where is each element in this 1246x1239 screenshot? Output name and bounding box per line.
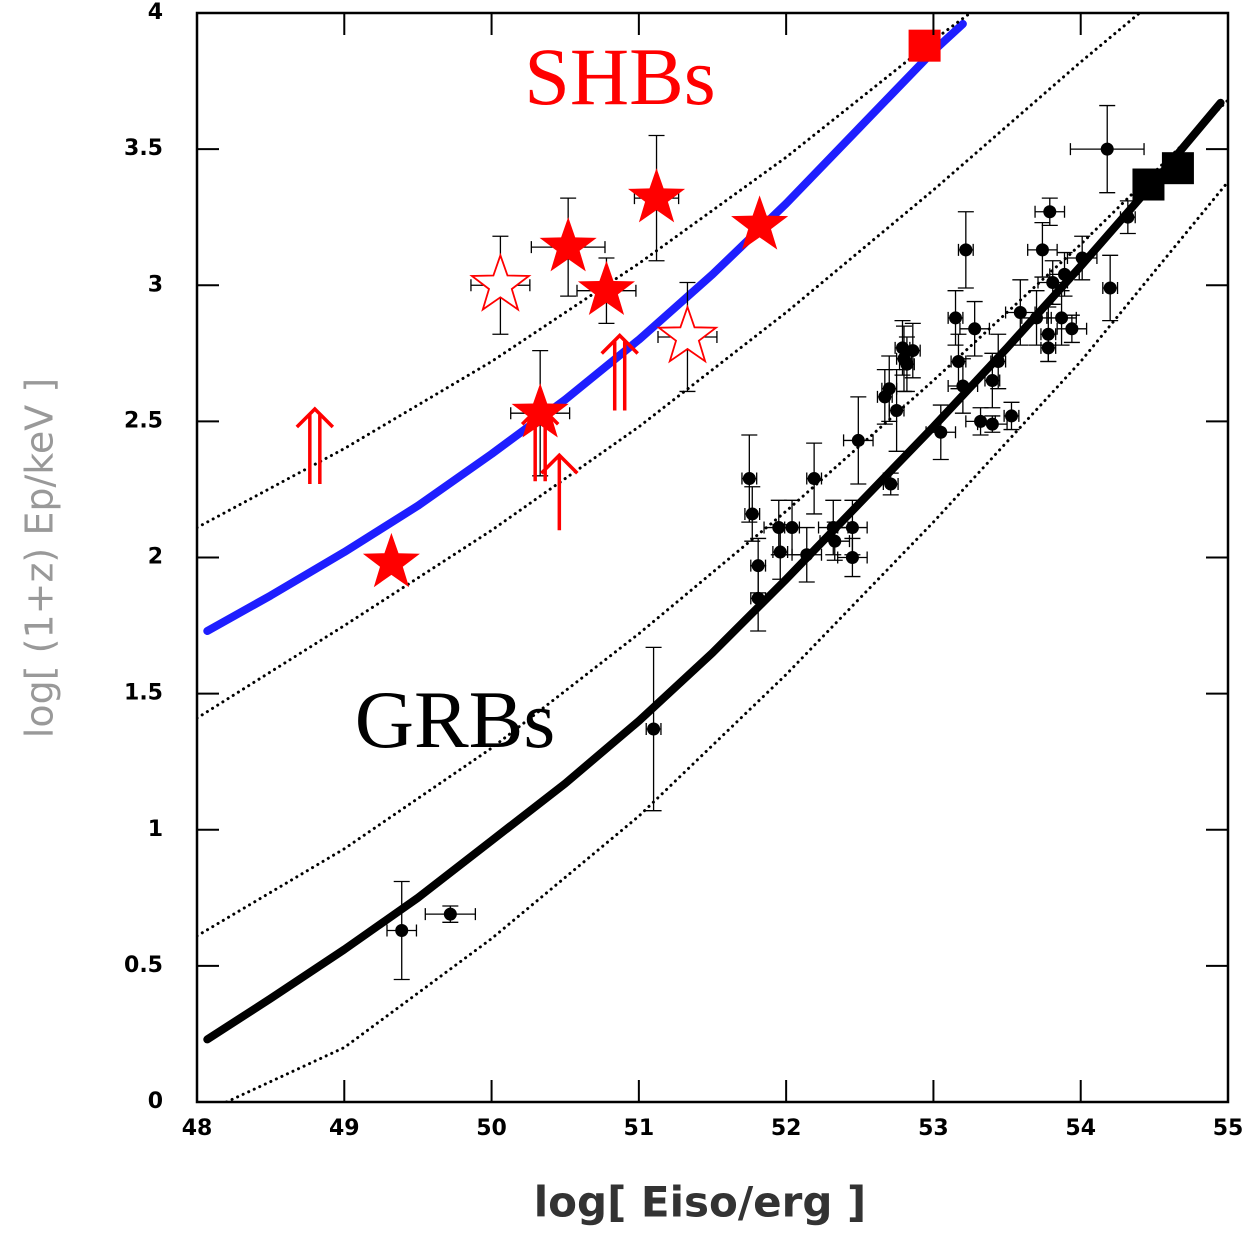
x-tick-label: 50: [476, 1116, 507, 1141]
star-point: [511, 383, 569, 438]
star-point: [539, 217, 597, 272]
grb-point: [785, 521, 799, 535]
y-tick-label: 2.5: [124, 408, 163, 433]
x-tick-label: 49: [329, 1116, 360, 1141]
grb-point: [985, 417, 999, 431]
grb-point: [1004, 409, 1018, 423]
grb-point: [742, 472, 756, 486]
grb-point: [1075, 251, 1089, 265]
x-axis-title: log[ Eiso/erg ]: [534, 1178, 867, 1227]
y-tick-label: 4: [148, 0, 163, 25]
grb-point: [949, 311, 963, 325]
dotted-curve: [197, 98, 1228, 938]
grb-point: [1041, 341, 1055, 355]
grb-point: [882, 382, 896, 396]
x-tick-label: 54: [1065, 1116, 1096, 1141]
grb-point: [968, 322, 982, 336]
grb-point: [395, 923, 409, 937]
grb-point: [900, 357, 914, 371]
grb-point: [772, 521, 786, 535]
annotation: SHBs: [524, 31, 715, 122]
y-tick-label: 1.5: [124, 681, 163, 706]
plot-frame: [195, 11, 1230, 1104]
y-tick-label: 0.5: [124, 953, 163, 978]
x-tick-label: 51: [624, 1116, 655, 1141]
star-point: [628, 168, 686, 223]
grb-point: [1035, 243, 1049, 257]
grb-point: [851, 433, 865, 447]
grb-point: [884, 477, 898, 491]
grb-point: [647, 722, 661, 736]
x-tick-label: 55: [1213, 1116, 1244, 1141]
annotation: GRBs: [355, 674, 556, 765]
grb-point: [1100, 142, 1114, 156]
grb-point: [934, 425, 948, 439]
grb-point: [1046, 276, 1060, 290]
y-tick-label: 3.5: [124, 136, 163, 161]
open-star-point: [656, 304, 719, 364]
grb-point: [1103, 281, 1117, 295]
grb-point: [906, 344, 920, 358]
grb-point: [991, 354, 1005, 368]
grb-point: [1121, 210, 1135, 224]
x-tick-label: 53: [918, 1116, 949, 1141]
lower-limit-arrow: [540, 452, 579, 531]
open-star-point: [469, 252, 532, 312]
grb-point: [959, 243, 973, 257]
y-tick-label: 2: [148, 545, 163, 570]
star-point: [731, 195, 789, 250]
grb-point: [1013, 305, 1027, 319]
grb-point: [807, 472, 821, 486]
grb-point: [845, 521, 859, 535]
grb-point: [890, 403, 904, 417]
grb-point: [1055, 311, 1069, 325]
grb-point: [1043, 205, 1057, 219]
x-tick-label: 48: [182, 1116, 213, 1141]
grb-point: [974, 414, 988, 428]
square-point: [1132, 168, 1165, 201]
grb-point: [751, 591, 765, 605]
grb-point: [443, 907, 457, 921]
y-axis-title: log[ (1+z) Ep/keV ]: [18, 378, 62, 738]
grb-point: [826, 521, 840, 535]
square-point: [1161, 152, 1194, 185]
y-tick-label: 3: [148, 272, 163, 297]
grb-point: [773, 545, 787, 559]
square-point: [908, 29, 941, 62]
grb-point: [745, 507, 759, 521]
curve: [203, 19, 967, 635]
grb-point: [1065, 322, 1079, 336]
x-tick-label: 52: [771, 1116, 802, 1141]
star-point: [362, 532, 420, 588]
grb-point: [1058, 267, 1072, 281]
plot-area: [197, 13, 1228, 1102]
star-point: [577, 260, 635, 315]
grb-point: [985, 374, 999, 388]
grb-point: [845, 551, 859, 564]
curve: [203, 98, 1225, 1044]
grb-point: [828, 534, 842, 548]
lower-limit-arrow: [600, 333, 639, 411]
y-tick-label: 0: [148, 1089, 163, 1114]
grb-point: [956, 379, 970, 393]
y-tick-label: 1: [148, 817, 163, 842]
lower-limit-arrow: [295, 406, 335, 484]
grb-point: [1030, 311, 1044, 325]
grb-point: [800, 548, 814, 562]
dotted-curve: [197, 13, 1142, 720]
